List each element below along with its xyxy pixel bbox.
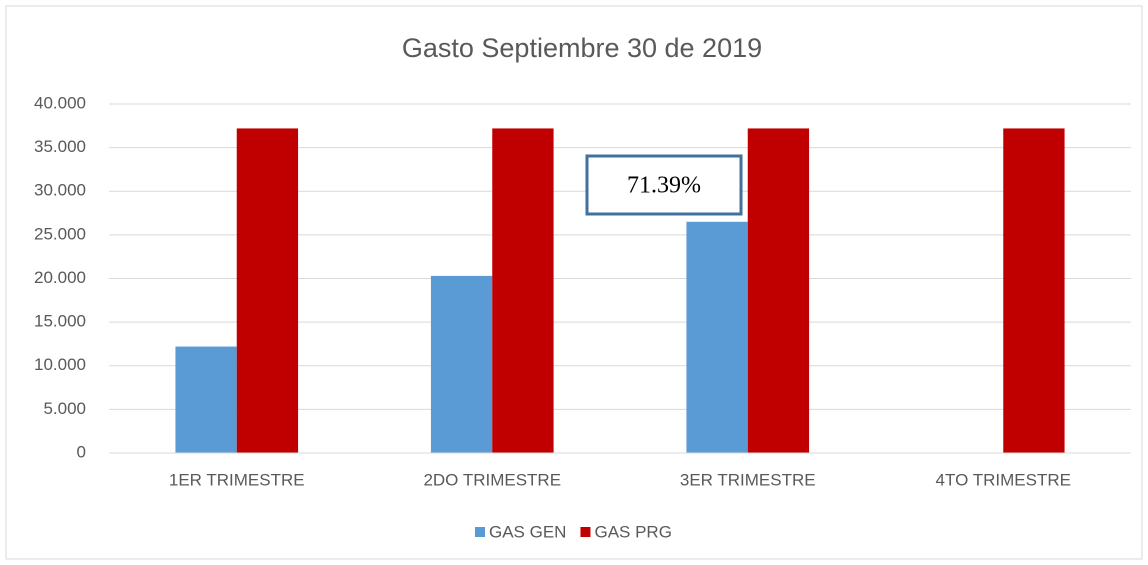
annotation-box xyxy=(585,154,743,216)
x-tick-label: 4TO TRIMESTRE xyxy=(936,470,1071,489)
y-tick-label: 40.000 xyxy=(34,93,86,112)
bar xyxy=(236,128,299,453)
bar xyxy=(175,346,237,453)
bar xyxy=(686,221,748,453)
y-tick-label: 15.000 xyxy=(34,312,86,331)
chart-title: Gasto Septiembre 30 de 2019 xyxy=(402,33,762,63)
bar xyxy=(747,128,810,453)
x-tick-label: 1ER TRIMESTRE xyxy=(169,470,305,489)
y-tick-label: 30.000 xyxy=(34,181,86,200)
bar xyxy=(492,128,554,453)
y-tick-label: 0 xyxy=(77,442,86,461)
chart-frame xyxy=(5,5,1143,560)
y-tick-label: 5.000 xyxy=(43,399,86,418)
legend-swatch xyxy=(580,527,591,537)
bar xyxy=(1003,128,1065,453)
legend-swatch xyxy=(475,527,485,537)
x-tick-label: 3ER TRIMESTRE xyxy=(680,470,816,489)
y-tick-label: 10.000 xyxy=(34,355,86,374)
x-tick-label: 2DO TRIMESTRE xyxy=(423,470,561,489)
y-tick-label: 25.000 xyxy=(34,224,86,243)
legend-label: GAS GEN xyxy=(489,522,566,541)
y-tick-label: 35.000 xyxy=(34,137,86,156)
bar xyxy=(430,275,493,453)
legend-label: GAS PRG xyxy=(594,522,671,541)
y-tick-label: 20.000 xyxy=(34,268,86,287)
annotation: 71.39% xyxy=(627,173,701,199)
